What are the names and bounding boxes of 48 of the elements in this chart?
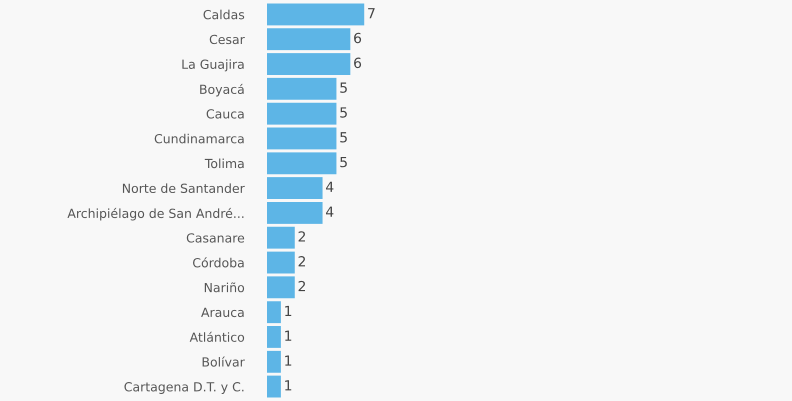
bar [267,350,281,373]
bar [267,102,336,125]
data-label: 1 [285,330,292,341]
y-tick-label: Atlántico [190,332,244,342]
bar [267,276,295,298]
data-label: 1 [285,380,292,390]
bar [267,252,295,274]
y-tick-label: Caldas [204,10,244,20]
bar [267,53,350,75]
bar [267,226,295,249]
bar [267,3,364,26]
data-label: 5 [340,156,347,168]
data-label: 2 [298,231,305,242]
y-tick-label: Cundinamarca [154,134,244,144]
data-label: 1 [285,355,292,366]
y-tick-label: Boyacá [200,84,244,96]
data-label: 5 [340,82,347,93]
bar [267,177,323,200]
data-label: 1 [285,306,292,316]
y-tick-label: Cartagena D.T. y C. [124,382,244,394]
bar [267,301,281,324]
bar [267,202,323,224]
bar [267,376,281,398]
y-tick-label: Cesar [210,34,245,44]
y-tick-label: Archipiélago de San André... [67,208,244,221]
y-tick-label: Arauca [201,308,244,318]
y-tick-label: Norte de Santander [122,183,245,194]
data-label: 6 [354,58,362,68]
bar [267,28,350,50]
data-label: 5 [340,132,347,142]
bar [267,326,281,348]
y-tick-label: Tolima [204,158,244,168]
data-label: 2 [298,280,305,292]
data-label: 5 [340,107,347,118]
y-tick-label: Cauca [206,109,244,119]
data-label: 2 [298,256,305,266]
y-tick-label: Córdoba [193,257,244,268]
y-tick-label: Nariño [204,282,244,292]
bar [267,78,336,100]
y-tick-label: Bolívar [202,356,245,367]
y-tick-label: La Guajira [182,59,244,72]
data-label: 7 [368,8,375,18]
data-label: 4 [326,206,334,217]
bar [267,128,336,150]
bar [267,152,336,174]
data-label: 4 [326,182,334,192]
data-label: 6 [354,32,362,44]
y-tick-label: Casanare [186,233,244,243]
